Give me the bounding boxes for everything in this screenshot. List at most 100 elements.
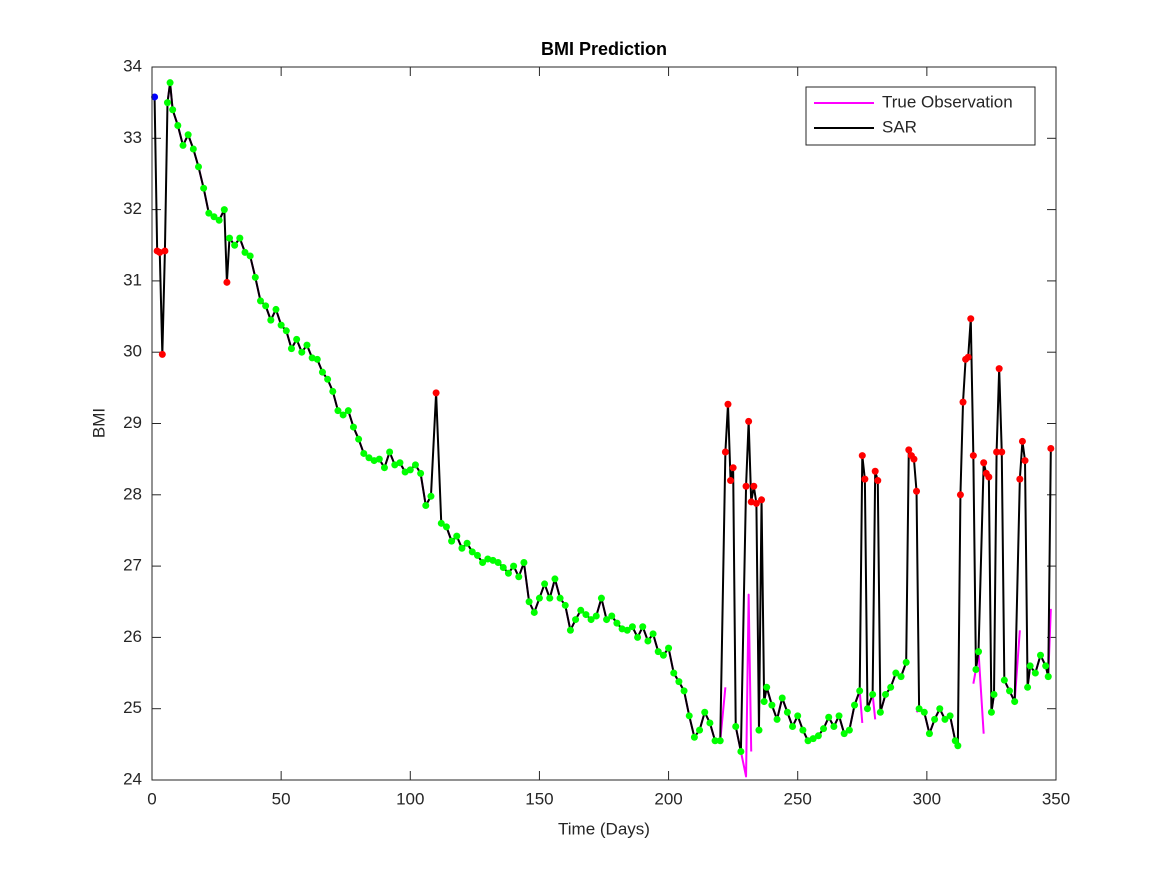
data-point xyxy=(582,611,590,619)
data-point xyxy=(654,648,662,656)
data-point xyxy=(473,551,481,559)
data-point xyxy=(685,712,693,720)
data-point xyxy=(572,616,580,624)
data-point xyxy=(892,669,900,677)
plot-frame xyxy=(151,66,1057,781)
data-point xyxy=(729,464,737,472)
data-point xyxy=(166,79,174,87)
data-point xyxy=(1026,662,1034,670)
data-point xyxy=(479,559,487,567)
data-point xyxy=(998,448,1006,456)
data-point xyxy=(941,715,949,723)
x-tick-label: 250 xyxy=(784,789,812,808)
data-point xyxy=(386,448,394,456)
data-point xyxy=(592,612,600,620)
data-point xyxy=(964,353,972,361)
data-point xyxy=(990,690,998,698)
data-point xyxy=(1024,683,1032,691)
data-point xyxy=(1021,457,1029,465)
data-point xyxy=(954,742,962,750)
data-point xyxy=(946,712,954,720)
y-tick-label: 27 xyxy=(123,556,142,575)
data-point xyxy=(380,464,388,472)
data-point xyxy=(1031,669,1039,677)
data-point xyxy=(223,278,231,286)
data-point xyxy=(649,630,657,638)
data-point xyxy=(442,523,450,531)
data-point xyxy=(437,519,445,527)
data-point xyxy=(1018,437,1026,445)
data-point xyxy=(525,598,533,606)
data-point xyxy=(721,448,729,456)
data-point xyxy=(499,564,507,572)
data-point xyxy=(504,569,512,577)
data-point xyxy=(494,559,502,567)
data-point xyxy=(825,713,833,721)
data-point xyxy=(587,616,595,624)
data-point xyxy=(910,455,918,463)
data-point xyxy=(665,644,673,652)
data-point xyxy=(644,637,652,645)
data-point xyxy=(690,733,698,741)
data-point xyxy=(225,234,233,242)
data-point xyxy=(1016,475,1024,483)
data-point xyxy=(556,594,564,602)
data-point xyxy=(861,475,869,483)
data-point xyxy=(972,665,980,673)
data-point xyxy=(737,747,745,755)
data-point xyxy=(210,213,218,221)
data-point xyxy=(287,345,295,353)
data-point xyxy=(220,206,228,214)
x-tick-label: 0 xyxy=(147,789,156,808)
data-point xyxy=(427,492,435,500)
data-point xyxy=(727,477,735,485)
x-tick-label: 350 xyxy=(1042,789,1070,808)
data-point xyxy=(794,712,802,720)
data-point xyxy=(820,725,828,733)
data-point xyxy=(1037,651,1045,659)
data-point xyxy=(925,730,933,738)
data-point xyxy=(151,93,159,101)
data-point xyxy=(520,559,528,567)
series-line xyxy=(153,81,1052,753)
x-tick-label: 200 xyxy=(654,789,682,808)
data-point xyxy=(956,491,964,499)
legend-box xyxy=(805,86,1036,146)
x-tick-label: 50 xyxy=(272,789,291,808)
data-point xyxy=(936,705,944,713)
y-tick-label: 24 xyxy=(123,769,142,788)
x-tick-label: 150 xyxy=(525,789,553,808)
data-point xyxy=(613,619,621,627)
data-point xyxy=(597,594,605,602)
data-point xyxy=(760,698,768,706)
data-point xyxy=(967,315,975,323)
data-point xyxy=(902,658,910,666)
data-point xyxy=(163,99,171,107)
data-point xyxy=(851,701,859,709)
data-point xyxy=(515,573,523,581)
data-point xyxy=(987,708,995,716)
data-point xyxy=(1006,687,1014,695)
data-point xyxy=(169,106,177,114)
y-tick-label: 34 xyxy=(123,56,142,75)
data-point xyxy=(375,455,383,463)
data-point xyxy=(546,594,554,602)
data-point xyxy=(675,678,683,686)
data-point xyxy=(856,687,864,695)
data-point xyxy=(959,398,967,406)
data-point xyxy=(396,459,404,467)
data-point xyxy=(313,355,321,363)
y-tick-label: 28 xyxy=(123,484,142,503)
data-point xyxy=(551,575,559,583)
data-point xyxy=(840,730,848,738)
data-point xyxy=(863,705,871,713)
y-tick-label: 26 xyxy=(123,627,142,646)
data-point xyxy=(701,708,709,716)
data-point xyxy=(1044,673,1052,681)
data-point xyxy=(355,435,363,443)
data-point xyxy=(778,694,786,702)
data-point xyxy=(985,473,993,481)
data-point xyxy=(628,623,636,631)
data-point xyxy=(282,327,290,335)
